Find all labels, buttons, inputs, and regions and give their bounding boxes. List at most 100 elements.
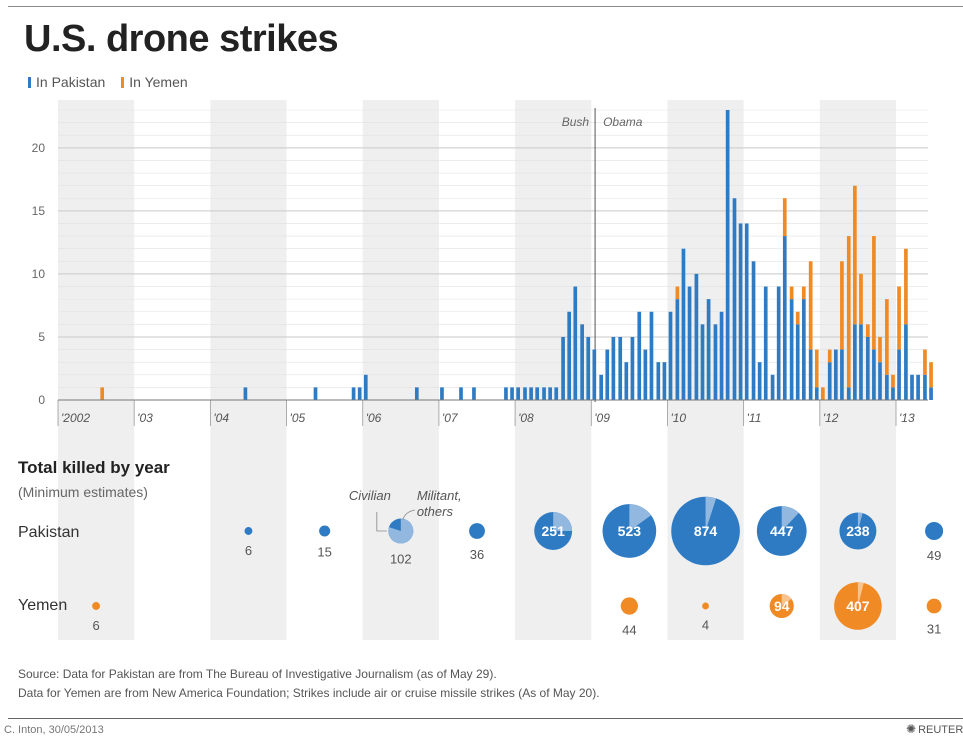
annotation-bush: Bush <box>562 115 590 129</box>
key-militant-leader <box>402 509 415 521</box>
bar-pakistan <box>814 387 819 400</box>
bubble-value-pakistan: 15 <box>317 545 331 560</box>
bar-pakistan <box>795 324 800 400</box>
x-tick-label: '13 <box>899 411 915 425</box>
bar-pakistan <box>510 387 514 400</box>
bar-yemen <box>859 273 863 325</box>
bubble-value-yemen: 4 <box>702 617 709 632</box>
x-tick-label: '12 <box>823 411 839 425</box>
bar-pakistan <box>706 299 711 400</box>
bar-pakistan <box>605 349 610 400</box>
bubble-yemen <box>834 582 882 630</box>
bubble-pakistan <box>244 527 253 535</box>
bar-yemen <box>801 286 806 300</box>
bar-pakistan <box>827 362 832 400</box>
bubble-civilian-wedge-pakistan <box>553 512 573 531</box>
bar-pakistan <box>738 223 743 400</box>
x-tick-label: '2002 <box>61 411 90 425</box>
x-tick-label: '04 <box>213 411 229 425</box>
legend: In Pakistan In Yemen <box>28 74 188 90</box>
bar-pakistan <box>516 387 520 400</box>
bar-yemen <box>821 387 825 400</box>
bar-yemen <box>929 362 933 388</box>
bar-pakistan <box>789 299 794 400</box>
x-tick-label: '06 <box>366 411 382 425</box>
bubble-value-pakistan: 523 <box>618 523 642 539</box>
year-band-2012 <box>819 100 897 640</box>
x-tick-label: '08 <box>518 411 534 425</box>
bar-yemen <box>897 286 901 350</box>
bar-pakistan <box>357 387 362 400</box>
source-line-1: Source: Data for Pakistan are from The B… <box>18 667 497 681</box>
bar-pakistan <box>859 324 863 400</box>
chart-title: U.S. drone strikes <box>24 18 339 60</box>
bubble-civilian-wedge-pakistan <box>781 506 799 531</box>
bottom-rule <box>8 718 963 719</box>
annotation-obama: Obama <box>603 115 643 129</box>
bubble-yemen <box>620 597 638 615</box>
bar-yemen <box>840 261 844 350</box>
bar-pakistan <box>668 311 673 400</box>
bar-yemen <box>100 387 105 400</box>
bar-pakistan <box>554 387 559 400</box>
bubble-value-yemen: 31 <box>927 621 941 636</box>
bubble-yemen <box>92 602 101 610</box>
bar-pakistan <box>853 324 857 400</box>
bar-pakistan <box>611 336 616 400</box>
bar-pakistan <box>751 261 756 400</box>
bar-pakistan <box>599 374 604 400</box>
bar-yemen <box>827 349 832 363</box>
bubble-civilian-wedge-yemen <box>781 593 792 606</box>
logo-text: REUTERS <box>918 724 963 736</box>
bar-pakistan <box>243 387 248 400</box>
bar-yemen <box>923 349 927 375</box>
key-militant-line2: others <box>417 504 454 519</box>
bar-yemen <box>675 286 680 300</box>
bar-yemen <box>872 236 876 350</box>
bar-pakistan <box>548 387 552 400</box>
bar-pakistan <box>763 286 768 400</box>
y-tick-label: 0 <box>38 393 45 407</box>
bar-pakistan <box>649 311 654 400</box>
year-band-2006 <box>362 100 439 640</box>
bar-pakistan <box>624 362 629 400</box>
source-line-2: Data for Yemen are from New America Foun… <box>18 686 600 700</box>
bar-pakistan <box>757 362 762 400</box>
bar-pakistan <box>904 324 908 400</box>
killed-title: Total killed by year <box>18 458 170 477</box>
bar-yemen <box>891 374 895 388</box>
bar-pakistan <box>637 311 642 400</box>
bar-pakistan <box>719 311 724 400</box>
row-label-pakistan: Pakistan <box>18 524 80 541</box>
reuters-dots-icon: ✺ <box>906 722 917 736</box>
bar-pakistan <box>580 324 584 400</box>
reuters-logo: ✺REUTERS <box>906 722 963 736</box>
bar-pakistan <box>725 110 730 400</box>
bar-pakistan <box>872 349 876 400</box>
bubble-civilian-wedge-pakistan <box>705 496 717 531</box>
bar-yemen <box>808 261 813 350</box>
bar-pakistan <box>592 349 597 400</box>
bar-pakistan <box>897 349 901 400</box>
row-label-yemen: Yemen <box>18 597 68 614</box>
bar-yemen <box>795 311 800 325</box>
bubble-value-yemen: 44 <box>622 623 636 638</box>
bar-pakistan <box>833 349 838 400</box>
bar-pakistan <box>414 387 419 400</box>
bar-pakistan <box>681 248 686 400</box>
y-tick-label: 20 <box>32 141 46 155</box>
bar-pakistan <box>472 387 476 400</box>
bubble-value-pakistan: 251 <box>542 523 566 539</box>
bar-pakistan <box>923 374 927 400</box>
bubble-value-pakistan: 49 <box>927 548 941 563</box>
bar-pakistan <box>744 223 749 400</box>
bar-pakistan <box>808 349 813 400</box>
credit-text: C. Inton, 30/05/2013 <box>4 724 104 736</box>
bubble-value-pakistan: 36 <box>470 547 484 562</box>
bar-pakistan <box>523 387 527 400</box>
chart-frame <box>8 6 963 720</box>
bar-pakistan <box>586 336 591 400</box>
bar-pakistan <box>910 374 914 400</box>
bar-pakistan <box>561 336 565 400</box>
bar-pakistan <box>878 362 882 400</box>
